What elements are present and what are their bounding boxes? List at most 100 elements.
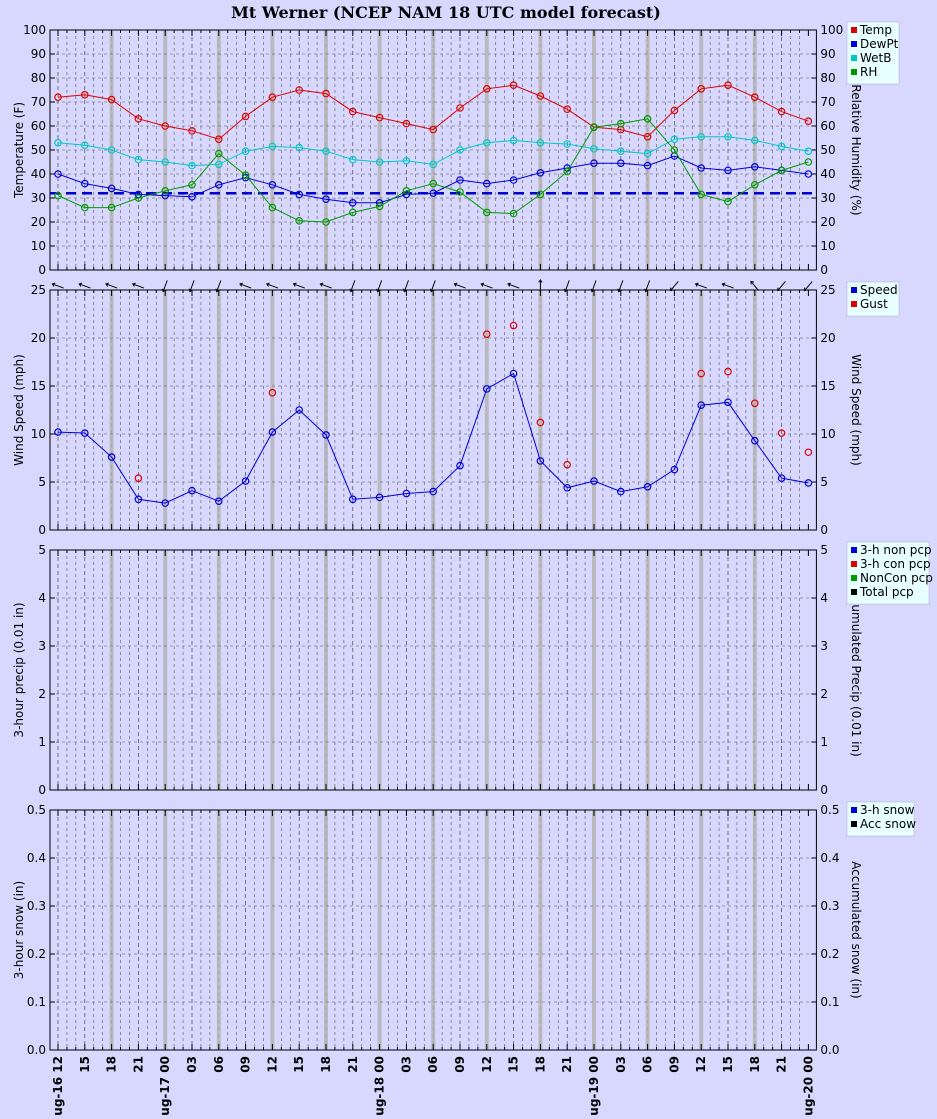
legend-swatch (851, 55, 857, 61)
wind-arrow-head (161, 288, 166, 293)
panel-wind: 0 0 5 5 10 10 15 15 20 20 25 25 Wind Speed (mph) Wind… (12, 279, 900, 537)
y-tick-label: 10 (31, 427, 46, 441)
wind-arrow (750, 281, 760, 291)
data-point-rh (348, 208, 357, 217)
data-point-wetb (134, 155, 143, 164)
data-point-rh (81, 203, 89, 212)
y2-tick-label: 30 (820, 191, 835, 205)
data-point-rh (107, 203, 116, 212)
data-point-speed (536, 457, 545, 465)
data-point-wetb (81, 141, 89, 150)
data-point-speed (81, 429, 89, 437)
series-line-rh (57, 118, 809, 223)
legend-label: 3-h non pcp (860, 543, 932, 557)
data-point-rh (215, 149, 223, 158)
x-tick-label: 03 (185, 1056, 199, 1073)
data-point-wetb (456, 146, 464, 154)
data-point-speed (697, 401, 706, 410)
y2-tick-label: 0.4 (820, 851, 839, 865)
y-tick-label: 5 (38, 543, 46, 557)
y2-tick-label: 20 (820, 331, 835, 345)
wind-arrow-head (376, 288, 381, 293)
wind-arrow (645, 280, 651, 292)
data-point-wetb (107, 146, 116, 154)
legend-label: NonCon pcp (860, 571, 933, 585)
y2-tick-label: 25 (820, 283, 835, 297)
data-point-wetb (375, 158, 384, 166)
data-point-gust (724, 367, 732, 376)
data-point-speed (241, 477, 250, 485)
data-point-wetb (241, 147, 250, 156)
y-tick-label: 80 (31, 71, 46, 85)
y2-axis-label: Accumulated Precip (0.01 in) (849, 583, 863, 757)
data-point-speed (429, 487, 438, 496)
x-tick-label: 09 (239, 1056, 253, 1073)
wind-arrow (670, 281, 679, 291)
wind-arrow (105, 283, 118, 289)
y-tick-label: 0.2 (27, 947, 46, 961)
data-point-rh (322, 218, 330, 226)
data-point-dewpt (750, 163, 759, 171)
data-point-speed (268, 428, 277, 436)
y2-tick-label: 10 (820, 427, 835, 441)
data-point-speed (375, 493, 384, 502)
y-tick-label: 50 (31, 143, 46, 157)
series-line-speed (57, 372, 809, 504)
x-tick-label: 18 (319, 1056, 333, 1073)
data-point-temp (375, 113, 384, 122)
data-point-rh (188, 181, 196, 189)
legend-swatch (851, 301, 857, 307)
legend-label: WetB (860, 51, 891, 65)
data-point-speed (777, 474, 786, 482)
data-point-gust (563, 460, 572, 469)
data-point-speed (188, 486, 196, 495)
data-point-temp (482, 85, 491, 93)
data-point-rh (590, 123, 598, 132)
data-point-speed (402, 489, 411, 498)
data-point-temp (268, 93, 277, 102)
y2-tick-label: 80 (820, 71, 835, 85)
data-point-dewpt (161, 191, 170, 200)
wind-arrow-head (188, 288, 193, 293)
wind-arrow-head (239, 282, 243, 287)
legend-label: 3-h con pcp (860, 557, 931, 571)
data-point-temp (697, 85, 706, 93)
x-tick-label: 18 (105, 1056, 119, 1073)
wind-arrow (132, 283, 145, 289)
legend-label: DewPt (860, 37, 899, 51)
wind-arrow-head (105, 282, 109, 287)
data-point-rh (724, 197, 732, 206)
x-tick-label: 18 (748, 1056, 762, 1073)
wind-arrow (507, 283, 520, 289)
legend-box (846, 801, 915, 837)
legend-swatch (851, 807, 857, 813)
data-point-gust (482, 330, 491, 338)
data-point-gust (268, 388, 277, 397)
wind-arrow-head (51, 282, 56, 287)
data-point-speed (348, 495, 357, 504)
data-point-temp (456, 104, 464, 112)
data-point-speed (134, 495, 143, 504)
data-point-temp (750, 93, 759, 102)
data-point-rh (563, 167, 572, 176)
data-point-wetb (482, 139, 491, 147)
x-tick-label: Aug-20 00 (801, 1056, 815, 1115)
wind-arrow-head (507, 282, 511, 287)
data-point-speed (616, 487, 625, 496)
data-point-wetb (268, 142, 277, 151)
data-point-rh (482, 208, 491, 217)
y-tick-label: 70 (31, 95, 46, 109)
y2-tick-label: 0.0 (820, 1043, 839, 1057)
data-point-dewpt (456, 176, 464, 184)
y2-tick-label: 0.3 (820, 899, 839, 913)
data-point-temp (161, 122, 170, 130)
y2-tick-label: 0.5 (820, 803, 839, 817)
y2-tick-label: 50 (820, 143, 835, 157)
data-point-dewpt (804, 170, 813, 178)
data-point-wetb (402, 157, 411, 165)
wind-arrow-head (538, 279, 543, 283)
legend-swatch (851, 69, 857, 75)
y2-tick-label: 40 (820, 167, 835, 181)
data-point-wetb (750, 136, 759, 145)
